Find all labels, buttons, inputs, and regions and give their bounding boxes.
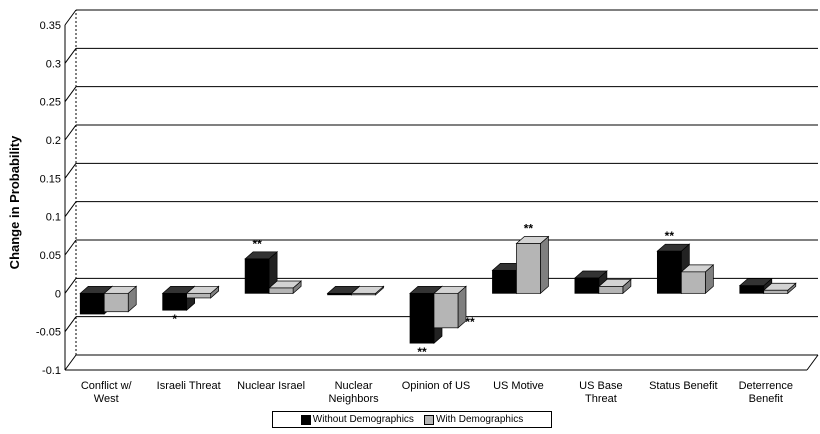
y-tick-label: 0.3 (46, 58, 61, 70)
y-tick-label: -0.1 (42, 365, 61, 377)
y-tick-label: 0.05 (40, 250, 61, 262)
gridline-side (64, 239, 77, 256)
x-tick-label: Deterrence Benefit (739, 380, 793, 405)
legend-label-with: With Demographics (435, 414, 524, 425)
y-tick-label: 0.35 (40, 20, 61, 32)
significance-marker: ** (665, 229, 675, 243)
gridline-side (64, 316, 77, 332)
legend-swatch-without (300, 414, 311, 425)
bar (656, 250, 682, 294)
gridline-side (64, 163, 77, 179)
bar (680, 271, 706, 294)
significance-marker: * (172, 312, 177, 326)
bar (268, 287, 294, 294)
x-tick-label: Conflict w/West (81, 380, 133, 405)
legend-swatch-with (423, 414, 434, 425)
x-tick-label: Nuclear Neighbors (328, 380, 379, 405)
bar (327, 292, 352, 296)
gridline-side (64, 201, 77, 217)
floor-right-edge (806, 354, 819, 371)
significance-marker: ** (465, 315, 475, 329)
gridline-side (64, 278, 77, 294)
bar (244, 258, 270, 294)
significance-marker: ** (417, 345, 427, 359)
gridline-side (64, 48, 77, 64)
x-tick-label: Nuclear Israel (237, 380, 305, 392)
y-tick-label: 0 (55, 288, 61, 300)
y-tick-label: 0.1 (46, 212, 61, 224)
bar (186, 292, 212, 299)
gridline-side (64, 354, 77, 371)
bar (598, 286, 624, 294)
bar (79, 292, 105, 315)
bar-side (540, 235, 549, 295)
bar (162, 292, 188, 311)
bar (433, 292, 459, 329)
bar (739, 285, 765, 294)
x-tick-label: US Motive (493, 380, 544, 392)
x-tick-label: Status Benefit (649, 380, 718, 392)
bar (763, 289, 789, 294)
y-tick-label: -0.05 (36, 327, 61, 339)
bar (574, 277, 600, 294)
bar (492, 269, 517, 294)
y-tick-label: 0.15 (40, 173, 61, 185)
legend: Without Demographics With Demographics (272, 411, 552, 428)
gridline-side (64, 124, 77, 141)
bar (516, 243, 541, 294)
y-tick-label: 0.2 (46, 135, 61, 147)
y-tick-label: 0.25 (40, 97, 61, 109)
significance-marker: ** (524, 222, 534, 236)
legend-item-with: With Demographics (423, 414, 524, 425)
legend-item-without: Without Demographics (300, 414, 414, 425)
legend-label-without: Without Demographics (312, 414, 414, 425)
x-tick-label: US Base Threat (579, 380, 622, 405)
bar (103, 292, 129, 313)
bar (409, 292, 435, 344)
bar (351, 292, 376, 296)
x-tick-label: Israeli Threat (157, 380, 221, 392)
gridline-side (64, 86, 77, 102)
significance-marker: ** (252, 237, 262, 251)
x-tick-label: Opinion of US (402, 380, 470, 392)
y-axis-title: Change in Probability (7, 135, 22, 269)
gridline-side (64, 9, 77, 26)
